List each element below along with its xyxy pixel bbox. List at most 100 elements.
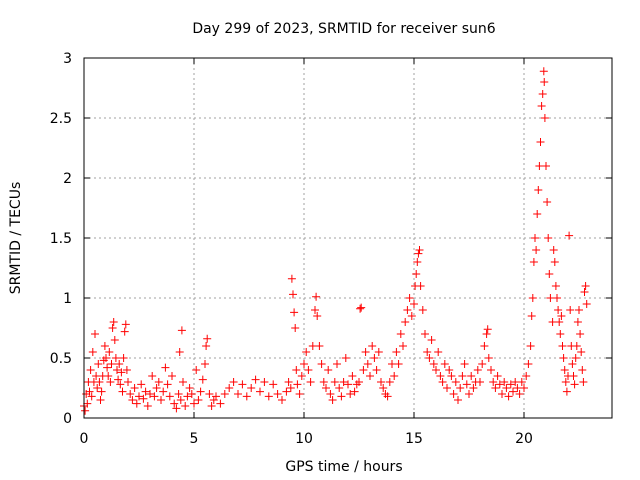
data-point (291, 324, 300, 332)
data-point (506, 380, 515, 389)
data-point (434, 348, 443, 356)
data-point (132, 399, 141, 408)
grid-lines (84, 58, 612, 418)
data-point (572, 342, 581, 350)
data-point (451, 378, 460, 386)
data-point (578, 366, 587, 374)
x-tick-label: 15 (405, 431, 423, 447)
data-point (540, 114, 549, 122)
data-point (366, 372, 374, 380)
y-tick-label: 0.5 (50, 351, 72, 367)
data-point (515, 390, 524, 398)
data-point (549, 246, 558, 254)
data-point (500, 378, 509, 386)
data-point (312, 292, 321, 301)
data-point (569, 372, 578, 380)
data-point (540, 78, 549, 86)
data-point (187, 390, 196, 398)
y-tick-label: 2.5 (50, 111, 72, 127)
data-point (522, 372, 531, 380)
data-point (295, 390, 304, 398)
data-point (106, 378, 115, 386)
data-point (207, 402, 216, 410)
data-point (94, 360, 103, 368)
data-point (311, 306, 319, 314)
data-point (413, 258, 422, 266)
data-point (286, 384, 295, 392)
data-point (154, 378, 163, 386)
data-point (533, 210, 542, 218)
data-point (489, 378, 498, 386)
data-point (558, 342, 567, 350)
data-point (102, 354, 110, 362)
data-point (212, 392, 220, 401)
data-point (118, 387, 127, 396)
data-point (412, 270, 421, 278)
data-point (111, 354, 120, 362)
data-point (185, 384, 194, 392)
data-point (577, 348, 586, 356)
data-point (581, 282, 590, 290)
data-point (556, 330, 565, 338)
data-point (557, 312, 566, 320)
data-point (534, 186, 543, 194)
data-point (423, 348, 432, 356)
data-point (93, 384, 102, 392)
data-point (576, 330, 585, 338)
data-point (116, 380, 125, 389)
data-point (120, 327, 129, 336)
data-point (363, 360, 372, 368)
data-point (469, 384, 478, 392)
data-point (418, 306, 427, 314)
data-point (545, 270, 554, 278)
data-point (537, 102, 546, 110)
x-tick-label: 0 (80, 431, 89, 447)
data-points (80, 67, 591, 415)
data-point (177, 326, 186, 335)
data-point (465, 390, 473, 398)
y-tick-label: 1.5 (50, 231, 72, 247)
data-point (346, 390, 355, 398)
data-point (290, 308, 299, 317)
data-point (414, 249, 423, 258)
data-point (544, 234, 553, 242)
data-point (168, 372, 176, 380)
data-point (163, 380, 172, 389)
data-point (473, 366, 482, 374)
data-point (85, 387, 94, 396)
data-point (440, 360, 449, 368)
data-point (484, 354, 493, 362)
data-point (287, 274, 296, 283)
x-tick-label: 10 (295, 431, 313, 447)
data-point (264, 392, 273, 401)
data-point (107, 360, 116, 368)
data-point (536, 138, 545, 146)
data-point (551, 282, 560, 290)
data-point (124, 378, 132, 386)
data-point (103, 363, 112, 372)
data-point (333, 360, 341, 368)
data-point (339, 378, 348, 386)
data-point (105, 348, 114, 356)
data-point (119, 354, 128, 362)
data-point (181, 402, 190, 410)
chart-title: Day 299 of 2023, SRMTID for receiver sun… (192, 21, 495, 37)
data-point (350, 387, 359, 396)
data-point (337, 392, 346, 401)
data-point (528, 294, 537, 302)
data-point (379, 384, 388, 392)
data-point (491, 384, 500, 392)
data-point (335, 384, 344, 392)
data-point (205, 390, 214, 398)
data-point (527, 312, 536, 320)
data-point (438, 378, 447, 386)
data-point (372, 366, 381, 374)
data-point (445, 366, 454, 374)
data-point (550, 258, 559, 266)
data-point (319, 378, 328, 386)
data-point (83, 399, 92, 408)
data-point (377, 378, 385, 386)
data-point (529, 258, 538, 266)
y-axis-label: SRMTID / TECUs (8, 182, 24, 295)
data-point (81, 406, 90, 415)
